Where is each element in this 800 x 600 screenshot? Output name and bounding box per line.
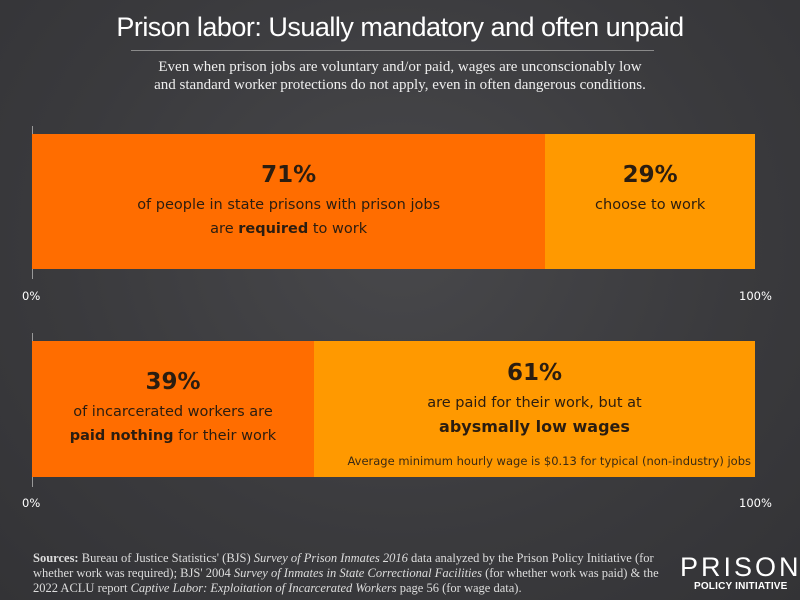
prison-policy-initiative-logo: PRISON POLICY INITIATIVE (680, 552, 800, 592)
segment-text: paid nothing for their work (69, 428, 277, 444)
data-label: 61% (506, 360, 562, 386)
segment-text: of incarcerated workers are (73, 404, 273, 420)
stacked-bar-paid: 39% of incarcerated workers are paid not… (32, 341, 755, 477)
bar-segment-unpaid: 39% of incarcerated workers are paid not… (32, 341, 314, 477)
segment-text: abysmally low wages (439, 417, 630, 436)
tick-label-0: 0% (22, 496, 41, 510)
segment-text: are paid for their work, but at (427, 395, 642, 411)
stacked-bar-required: 71% of people in state prisons with pris… (32, 134, 755, 269)
segment-text: are required to work (210, 220, 368, 237)
data-label: 71% (261, 161, 317, 188)
bar-segment-required: 71% of people in state prisons with pris… (32, 134, 546, 269)
data-label: 29% (622, 161, 678, 188)
data-label: 39% (145, 369, 201, 395)
wage-note: Average minimum hourly wage is $0.13 for… (347, 454, 751, 468)
segment-text: of people in state prisons with prison j… (137, 196, 441, 213)
chart-title: Prison labor: Usually mandatory and ofte… (116, 12, 684, 42)
sources-note: Sources: Bureau of Justice Statistics' (… (33, 551, 659, 595)
subtitle-line: Even when prison jobs are voluntary and/… (158, 59, 642, 75)
segment-text: choose to work (595, 196, 706, 213)
tick-label-100: 100% (739, 289, 772, 303)
title-divider (131, 50, 654, 51)
chart-subtitle: Even when prison jobs are voluntary and/… (0, 58, 800, 94)
subtitle-line: and standard worker protections do not a… (154, 77, 646, 93)
bar-segment-paid: 61% are paid for their work, but at abys… (313, 341, 755, 477)
tick-label-100: 100% (739, 496, 772, 510)
bar-segment-choose: 29% choose to work (545, 134, 755, 269)
tick-label-0: 0% (22, 289, 41, 303)
